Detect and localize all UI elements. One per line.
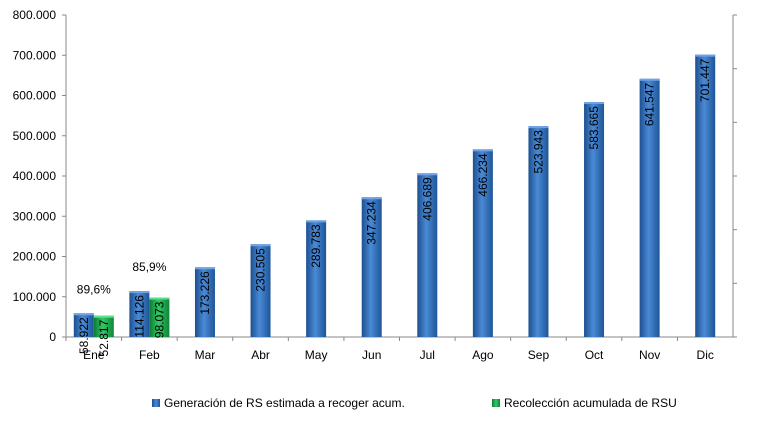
data-label-generacion-ago: 466.234 [476, 153, 490, 197]
bar-top-generacion-jun [361, 197, 382, 200]
bar-generacion-abr [250, 244, 271, 337]
bar-top-generacion-feb [129, 291, 150, 294]
bar-recoleccion-feb [149, 297, 170, 337]
data-label-recoleccion-feb: 98.073 [152, 301, 166, 338]
bar-generacion-feb [129, 291, 150, 337]
data-label-generacion-nov: 641.547 [643, 82, 657, 126]
x-tick-label: Mar [195, 348, 216, 362]
x-tick-label: Jun [362, 348, 381, 362]
y-tick-label: 0 [49, 330, 56, 344]
x-tick-label: Nov [639, 348, 660, 362]
bar-top-generacion-nov [639, 78, 660, 81]
chart-axes: 0 100.000 200.000 300.000 400.000 500.000 600.… [13, 8, 737, 362]
bar-generacion-may [306, 220, 327, 337]
data-label-generacion-jul: 406.689 [420, 177, 434, 221]
bar-top-generacion-jul [417, 173, 438, 176]
bar-top-generacion-ago [472, 149, 493, 152]
x-tick-label: Ene [83, 348, 105, 362]
bar-top-generacion-mar [194, 267, 215, 270]
legend-swatch-generacion [152, 399, 160, 407]
bar-top-generacion-abr [250, 244, 271, 247]
y-tick-label: 200.000 [13, 250, 57, 264]
data-label-generacion-oct: 583.665 [587, 106, 601, 150]
bar-generacion-dic [695, 54, 716, 338]
y-tick-label: 100.000 [13, 290, 57, 304]
data-label-generacion-jun: 347.234 [365, 201, 379, 245]
legend-label-generacion: Generación de RS estimada a recoger acum… [164, 396, 405, 410]
y-tick-label: 700.000 [13, 48, 57, 62]
chart-labels: 58.922 52.817 114.126 98.073 173.226 230.505 2… [77, 58, 712, 356]
bar-top-generacion-sep [528, 126, 549, 129]
x-tick-label: Oct [585, 348, 604, 362]
x-tick-label: May [305, 348, 328, 362]
data-label-generacion-feb: 114.126 [132, 295, 146, 338]
bar-top-generacion-dic [695, 54, 716, 57]
y-tick-label: 800.000 [13, 8, 57, 22]
data-label-recoleccion-ene: 52.817 [97, 319, 111, 356]
chart-legend: Generación de RS estimada a recoger acum… [0, 396, 783, 416]
chart-bars [73, 54, 716, 338]
legend-item-generacion: Generación de RS estimada a recoger acum… [152, 396, 405, 410]
data-label-generacion-dic: 701.447 [698, 58, 712, 102]
bar-generacion-nov [639, 78, 660, 337]
bar-top-generacion-oct [584, 102, 605, 105]
data-label-generacion-ene: 58.922 [77, 317, 91, 354]
bar-generacion-ago [472, 149, 493, 337]
bar-generacion-mar [194, 267, 215, 337]
data-label-generacion-may: 289.783 [309, 224, 323, 268]
x-tick-label: Jul [420, 348, 435, 362]
bar-generacion-jun [361, 197, 382, 337]
legend-label-recoleccion: Recolección acumulada de RSU [504, 396, 677, 410]
x-tick-label: Ago [472, 348, 494, 362]
data-label-generacion-abr: 230.505 [254, 248, 268, 292]
data-label-generacion-sep: 523.943 [531, 130, 545, 174]
bar-top-generacion-ene [73, 313, 94, 316]
bar-generacion-sep [528, 126, 549, 337]
bar-generacion-jul [417, 173, 438, 337]
legend-item-recoleccion: Recolección acumulada de RSU [492, 396, 677, 410]
bar-top-recoleccion-feb [149, 297, 170, 300]
annotation-ene: 89,6% [77, 282, 111, 296]
bar-top-recoleccion-ene [93, 315, 114, 318]
x-tick-label: Feb [139, 348, 160, 362]
y-tick-label: 600.000 [13, 89, 57, 103]
bar-top-generacion-may [306, 220, 327, 223]
bar-recoleccion-ene [93, 315, 114, 337]
x-tick-label: Sep [528, 348, 550, 362]
legend-swatch-recoleccion [492, 399, 500, 407]
annotation-feb: 85,9% [132, 260, 166, 274]
data-label-generacion-mar: 173.226 [198, 271, 212, 315]
y-tick-label: 500.000 [13, 129, 57, 143]
x-tick-label: Abr [251, 348, 270, 362]
x-tick-label: Dic [697, 348, 714, 362]
y-tick-label: 400.000 [13, 169, 57, 183]
bar-generacion-oct [584, 102, 605, 338]
bar-generacion-ene [73, 313, 94, 337]
y-tick-label: 300.000 [13, 209, 57, 223]
